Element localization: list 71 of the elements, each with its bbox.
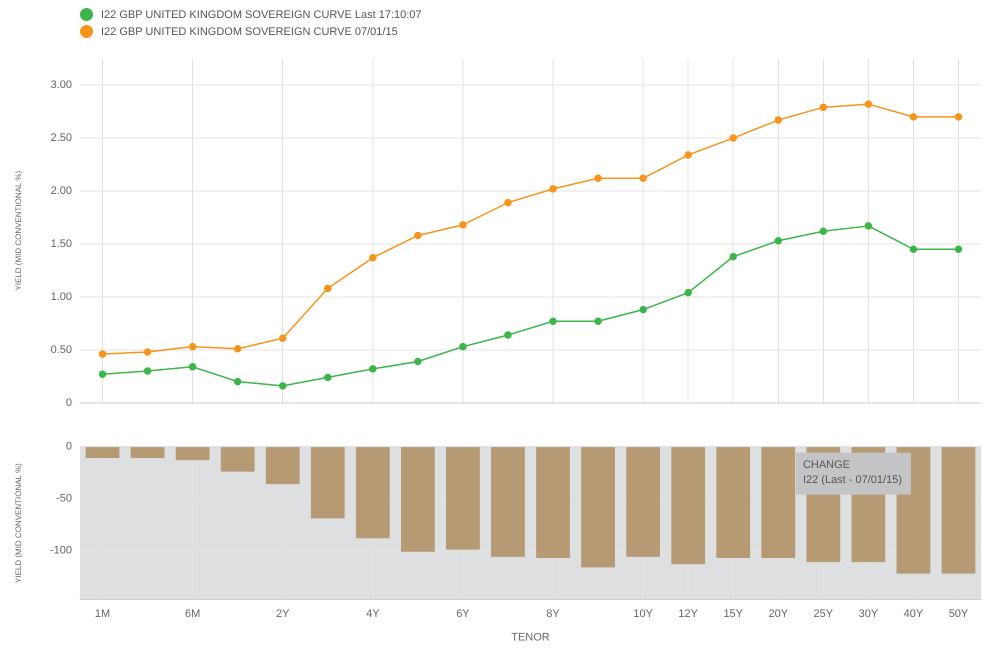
point	[234, 378, 242, 386]
point	[774, 116, 782, 124]
point	[504, 331, 512, 339]
point	[639, 306, 647, 314]
point	[459, 221, 467, 229]
point	[820, 104, 828, 112]
x-tick-label: 10Y	[633, 608, 654, 620]
point	[910, 245, 918, 253]
point	[684, 151, 692, 159]
point	[324, 284, 332, 292]
x-tick-label: 2Y	[276, 608, 290, 620]
x-tick-label: 20Y	[768, 608, 789, 620]
y-tick-label: 3.00	[50, 79, 72, 92]
annotation: CHANGE	[802, 459, 850, 472]
point	[98, 370, 106, 378]
point	[278, 382, 286, 390]
point	[144, 348, 152, 356]
x-tick-label: 25Y	[814, 608, 834, 620]
x-tick-label: 6Y	[456, 608, 470, 620]
x-tick-label: 1M	[94, 608, 110, 620]
point	[549, 185, 557, 193]
x-axis-title: TENOR	[511, 631, 550, 644]
point	[954, 245, 962, 253]
point	[594, 318, 602, 325]
y-tick-label: 1.00	[50, 290, 72, 303]
point	[639, 174, 647, 182]
y-axis-title: YIELD (MID CONVENTIONAL %)	[14, 462, 24, 583]
x-tick-label: 15Y	[723, 608, 744, 620]
point	[98, 350, 106, 358]
point	[910, 113, 918, 121]
point	[729, 252, 737, 260]
y-tick-label: 1.50	[50, 238, 72, 250]
y-tick-label: 0	[66, 440, 72, 453]
annotation: I22 (Last - 07/01/15)	[802, 474, 902, 486]
y-tick-label: 2.50	[50, 132, 72, 144]
point	[820, 227, 828, 235]
x-tick-label: 4Y	[366, 608, 380, 620]
point	[549, 318, 557, 325]
y-axis-title: YIELD (MID CONVENTIONAL %)	[14, 170, 24, 291]
y-tick-label: 2.00	[50, 185, 72, 198]
point	[369, 254, 377, 262]
x-tick-label: 6M	[184, 608, 200, 620]
point	[414, 232, 422, 240]
x-tick-label: 12Y	[678, 608, 699, 620]
y-tick-label: -100	[50, 544, 72, 557]
point	[188, 342, 196, 350]
point	[594, 174, 602, 182]
point	[324, 374, 332, 382]
point	[504, 198, 512, 206]
point	[954, 113, 962, 121]
x-tick-label: 30Y	[858, 608, 879, 620]
legend-label: I22 GBP UNITED KINGDOM SOVEREIGN CURVE 07/01/15	[101, 26, 398, 38]
point	[459, 342, 467, 350]
x-tick-label: 40Y	[904, 608, 924, 620]
x-tick-label: 8Y	[546, 608, 560, 620]
point	[414, 358, 422, 366]
point	[774, 237, 782, 245]
point	[234, 345, 242, 353]
x-tick-label: 50Y	[948, 608, 969, 620]
point	[729, 134, 737, 142]
point	[369, 365, 377, 373]
point	[864, 222, 872, 230]
point	[864, 100, 872, 108]
point	[684, 288, 692, 296]
y-tick-label: 0	[66, 396, 72, 409]
point	[188, 363, 196, 371]
y-tick-label: -50	[56, 492, 72, 505]
y-tick-label: 0.50	[50, 344, 72, 356]
point	[278, 334, 286, 342]
legend-label: I22 GBP UNITED KINGDOM SOVEREIGN CURVE Last 17:10:07	[101, 8, 422, 20]
point	[144, 367, 152, 375]
